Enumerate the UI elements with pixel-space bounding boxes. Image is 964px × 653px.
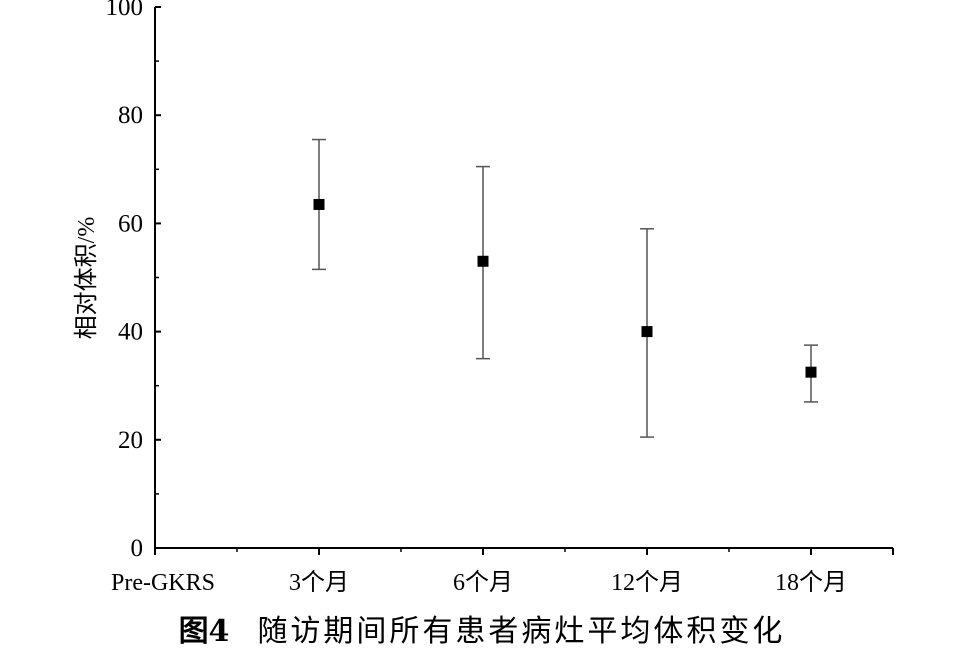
error-bars — [312, 138, 818, 438]
mean-marker — [477, 255, 489, 267]
data-markers — [313, 198, 817, 378]
y-tick-label: 100 — [106, 0, 144, 21]
y-tick-label: 60 — [118, 210, 143, 237]
x-axis: Pre-GKRS 3个月 6个月 12个月 18个月 — [111, 547, 894, 596]
mean-marker — [313, 198, 325, 210]
y-tick-label: 0 — [131, 535, 144, 562]
y-tick-label: 40 — [118, 319, 143, 346]
mean-marker — [805, 366, 817, 378]
x-tick-label: 12个月 — [611, 569, 683, 596]
y-tick-label: 80 — [118, 102, 143, 129]
figure-title: 随访期间所有患者病灶平均体积变化 — [257, 614, 786, 649]
x-tick-label: 6个月 — [453, 569, 513, 596]
figure-label: 图4 — [178, 614, 230, 649]
y-axis-label: 相对体积/% — [73, 217, 100, 340]
y-tick-label: 20 — [118, 427, 143, 454]
figure-caption: 图4 随访期间所有患者病灶平均体积变化 — [0, 606, 964, 650]
x-tick-label: 3个月 — [289, 569, 349, 596]
y-axis: 0 20 40 60 80 100 — [106, 0, 161, 562]
x-tick-label: 18个月 — [775, 569, 847, 596]
x-tick-label: Pre-GKRS — [111, 570, 215, 596]
mean-marker — [641, 326, 653, 338]
